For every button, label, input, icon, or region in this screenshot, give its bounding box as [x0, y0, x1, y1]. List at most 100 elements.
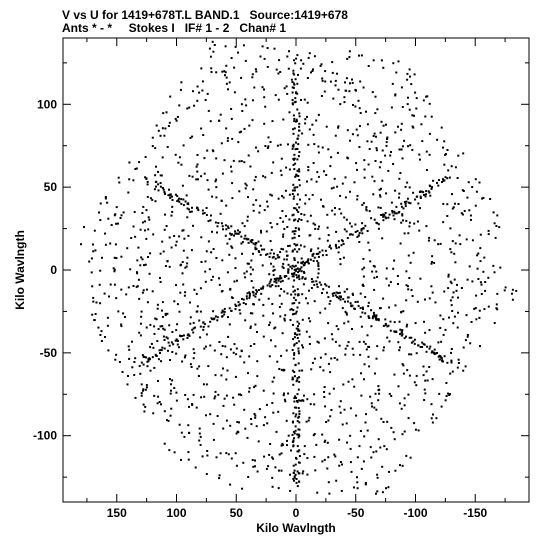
uv-point: [443, 290, 446, 293]
uv-point: [192, 331, 195, 334]
uv-point: [117, 222, 119, 225]
uv-point: [210, 67, 213, 70]
uv-point: [374, 392, 377, 395]
uv-point: [428, 191, 431, 194]
uv-point: [292, 445, 295, 448]
uv-point: [285, 349, 288, 352]
uv-point: [287, 392, 290, 395]
uv-point: [287, 271, 290, 274]
uv-point: [449, 280, 452, 283]
uv-point: [197, 178, 199, 181]
uv-point: [163, 190, 166, 193]
uv-point: [207, 325, 210, 328]
uv-point: [362, 460, 365, 463]
uv-point: [262, 314, 265, 317]
uv-point: [248, 355, 251, 358]
uv-point: [206, 450, 209, 452]
uv-point: [199, 336, 202, 339]
uv-point: [283, 290, 286, 293]
uv-point: [206, 149, 209, 152]
uv-point: [495, 303, 498, 306]
uv-point: [374, 95, 377, 98]
uv-point: [80, 243, 82, 246]
uv-point: [313, 256, 316, 259]
uv-point: [127, 345, 130, 348]
uv-point: [168, 344, 171, 347]
uv-point: [333, 357, 336, 359]
uv-point: [182, 338, 185, 341]
uv-point: [266, 47, 269, 49]
uv-point: [291, 349, 294, 351]
uv-point: [250, 239, 253, 242]
uv-point: [303, 98, 306, 101]
uv-point: [299, 399, 302, 402]
uv-point: [262, 175, 265, 178]
uv-point: [402, 207, 405, 210]
uv-point: [462, 152, 465, 155]
uv-point: [405, 325, 408, 328]
uv-point: [97, 326, 100, 329]
uv-point: [295, 274, 298, 277]
uv-point: [286, 439, 288, 442]
uv-point: [344, 81, 346, 84]
uv-point: [104, 336, 106, 338]
uv-point: [327, 234, 330, 237]
uv-point: [202, 328, 205, 331]
uv-point: [159, 182, 162, 184]
uv-point: [301, 399, 304, 402]
uv-point: [280, 452, 283, 455]
uv-point: [293, 353, 296, 356]
uv-point: [454, 166, 457, 169]
uv-point: [175, 284, 177, 287]
uv-point: [375, 450, 378, 453]
uv-point: [214, 221, 217, 224]
uv-point: [252, 188, 255, 191]
uv-point: [294, 218, 297, 221]
uv-point: [218, 477, 221, 480]
uv-point: [478, 316, 481, 319]
uv-point: [263, 455, 266, 458]
uv-point: [232, 396, 235, 399]
uv-point: [285, 85, 288, 88]
uv-point: [368, 210, 371, 213]
uv-point: [337, 240, 340, 243]
uv-point: [270, 171, 273, 174]
uv-point: [401, 106, 404, 108]
uv-point: [346, 237, 349, 239]
uv-point: [139, 264, 142, 267]
uv-point: [385, 267, 388, 270]
uv-point: [263, 248, 266, 251]
uv-point: [258, 408, 261, 411]
uv-point: [163, 328, 166, 331]
uv-point: [317, 272, 320, 275]
uv-point: [359, 80, 362, 83]
uv-point: [298, 278, 301, 281]
uv-point: [294, 293, 297, 296]
uv-point: [169, 414, 172, 417]
uv-point: [366, 230, 369, 232]
uv-point: [387, 486, 390, 489]
uv-point: [292, 143, 295, 146]
uv-point: [167, 125, 170, 127]
uv-point: [340, 212, 343, 215]
uv-point: [121, 371, 124, 373]
uv-point: [99, 269, 102, 272]
uv-point: [370, 402, 373, 405]
uv-point: [298, 376, 301, 379]
uv-point: [440, 405, 443, 408]
uv-point: [244, 59, 247, 62]
uv-point: [271, 284, 274, 286]
uv-point: [331, 209, 334, 212]
uv-point: [202, 134, 205, 136]
uv-point: [403, 430, 406, 433]
uv-point: [203, 172, 206, 175]
uv-point: [341, 423, 344, 426]
uv-point: [326, 291, 328, 294]
uv-point: [224, 74, 226, 77]
uv-point: [297, 362, 300, 365]
uv-point: [321, 460, 324, 463]
uv-point: [140, 361, 143, 364]
uv-point: [475, 318, 478, 321]
uv-point: [389, 320, 392, 323]
uv-point: [295, 174, 298, 177]
